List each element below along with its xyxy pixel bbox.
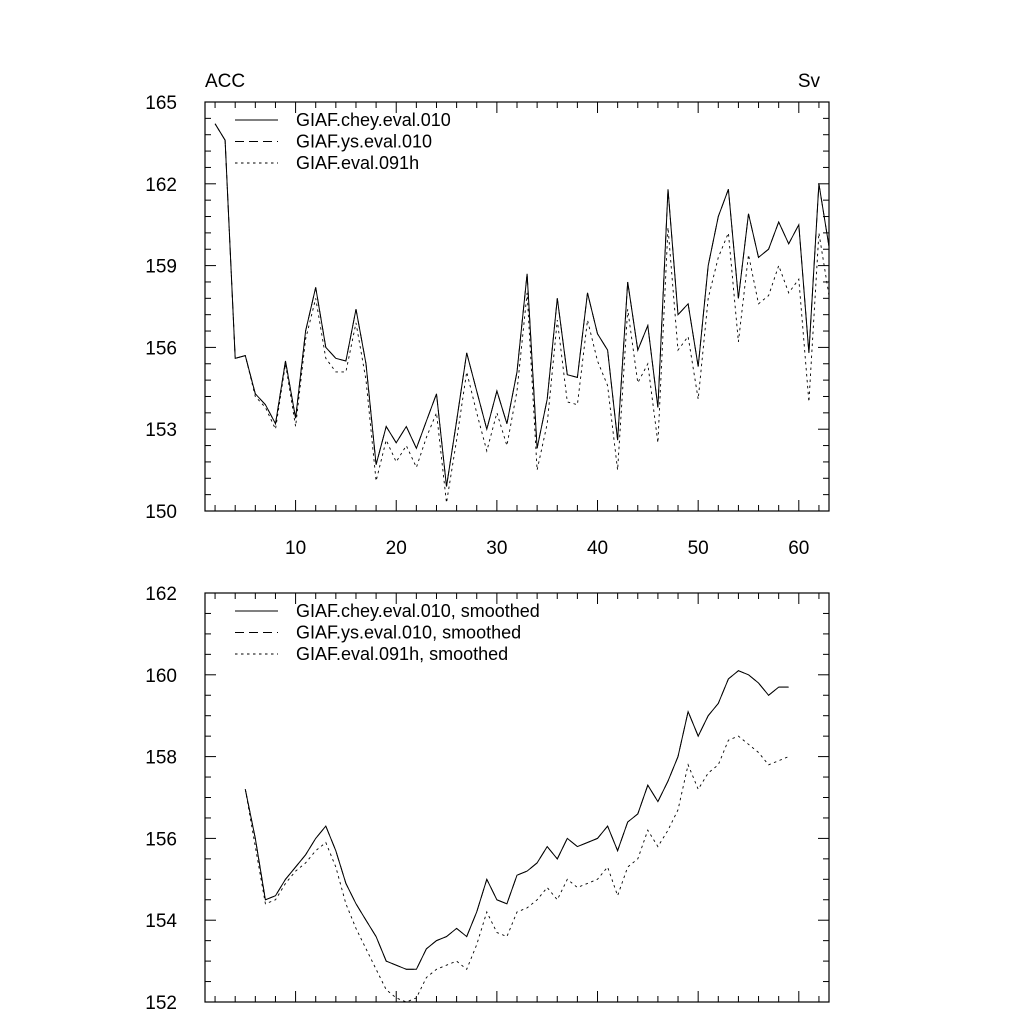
x-tick-label: 20 [386, 538, 407, 559]
legend-label: GIAF.ys.eval.010 [296, 132, 432, 152]
legend-label: GIAF.chey.eval.010, smoothed [296, 601, 540, 621]
x-tick-label: 40 [587, 538, 608, 559]
upper-panel-acc-transport: 150 153 156 159 162 165 10 20 30 40 50 60 ACC Sv GIAF.… [145, 71, 830, 559]
y-tick-label: 162 [145, 175, 177, 196]
left-corner-label: ACC [205, 71, 245, 92]
y-tick-label: 160 [145, 666, 177, 687]
y-tick-label: 165 [145, 93, 177, 114]
x-tick-label: 10 [285, 538, 306, 559]
series-line-dotted [244, 735, 789, 1003]
y-tick-label: 154 [145, 911, 177, 932]
series-line-dashed [214, 123, 830, 487]
x-tick-label: 30 [486, 538, 507, 559]
series-line-dotted [214, 123, 830, 503]
y-tick-label: 159 [145, 257, 177, 278]
lower-panel-acc-transport-smoothed: 152 154 156 158 160 162 GIAF.chey.eval.010, sm… [145, 584, 830, 1014]
series-line-solid [214, 123, 830, 487]
legend-label: GIAF.chey.eval.010 [296, 110, 451, 130]
right-corner-label: Sv [798, 71, 821, 92]
y-tick-label: 156 [145, 338, 177, 359]
y-tick-label: 162 [145, 584, 177, 605]
legend-label: GIAF.eval.091h, smoothed [296, 644, 508, 664]
y-tick-label: 152 [145, 993, 177, 1014]
x-tick-label: 60 [788, 538, 809, 559]
y-tick-label: 158 [145, 748, 177, 769]
series-line-solid [244, 670, 789, 970]
y-tick-label: 156 [145, 829, 177, 850]
series-line-dashed [244, 670, 789, 970]
y-tick-label: 150 [145, 502, 177, 523]
legend-label: GIAF.eval.091h [296, 153, 419, 173]
y-tick-label: 153 [145, 420, 177, 441]
x-tick-label: 50 [688, 538, 709, 559]
legend-label: GIAF.ys.eval.010, smoothed [296, 623, 521, 643]
